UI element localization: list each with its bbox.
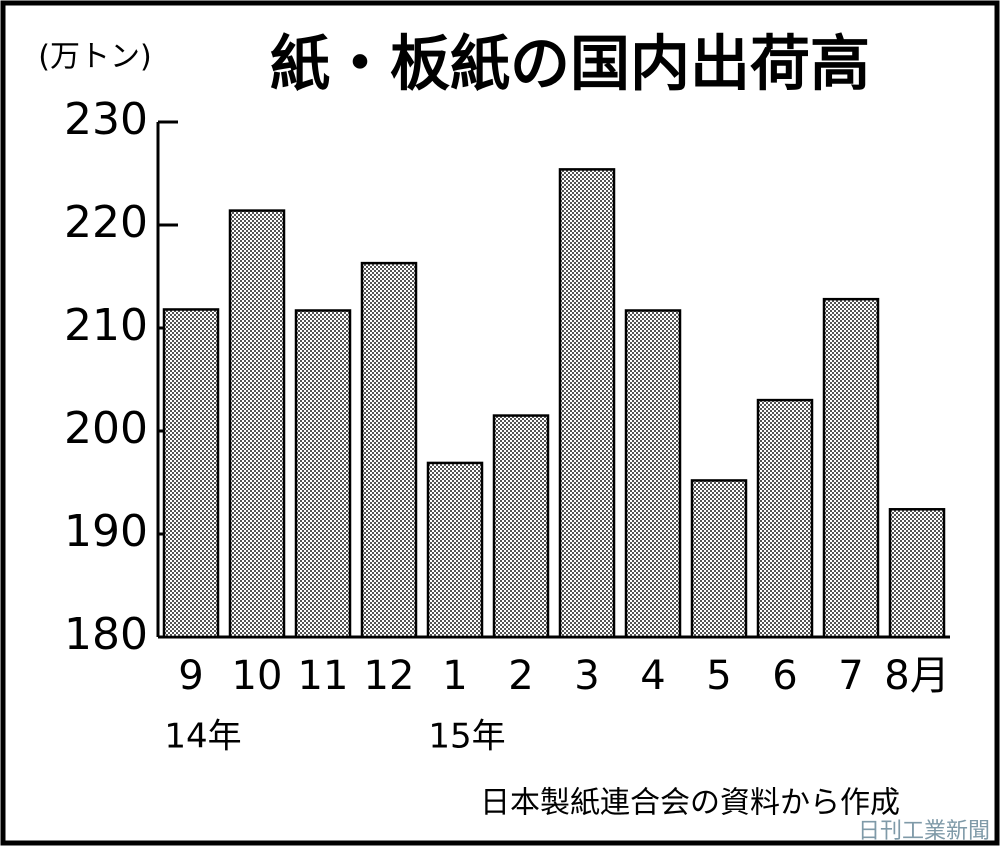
x-tick-label: 11 [298,653,349,699]
year-label: 14年 [164,717,241,757]
y-tick-label: 220 [64,197,148,248]
x-tick-label: 7 [838,653,863,699]
y-tick-label: 200 [64,403,148,454]
bar [294,309,352,639]
bar [558,168,616,639]
bar [624,309,682,639]
x-tick-label: 9 [178,653,203,699]
bar [888,508,946,639]
x-tick-label: 1 [442,653,467,699]
bar [492,414,550,639]
bar [690,479,748,639]
x-tick-label: 5 [706,653,731,699]
x-tick-label: 8月 [884,653,949,699]
bar [426,461,484,639]
y-unit: (万トン) [38,40,151,75]
bar [228,209,286,639]
y-tick-label: 230 [64,94,148,145]
bar [162,308,220,639]
x-tick-label: 4 [640,653,665,699]
x-tick-label: 10 [232,653,283,699]
bar [360,261,418,639]
bar [756,398,814,639]
source: 日本製紙連合会の資料から作成 [480,786,900,821]
bar [822,297,880,639]
x-tick-label: 12 [364,653,415,699]
y-tick-label: 190 [64,506,148,557]
x-tick-label: 2 [508,653,533,699]
x-tick-label: 6 [772,653,797,699]
credit: 日刊工業新聞 [858,819,990,844]
year-label: 15年 [428,717,505,757]
y-tick-label: 180 [64,609,148,660]
x-tick-label: 3 [574,653,599,699]
y-tick-label: 210 [64,300,148,351]
chart-title: 紙・板紙の国内出荷高 [270,30,870,100]
